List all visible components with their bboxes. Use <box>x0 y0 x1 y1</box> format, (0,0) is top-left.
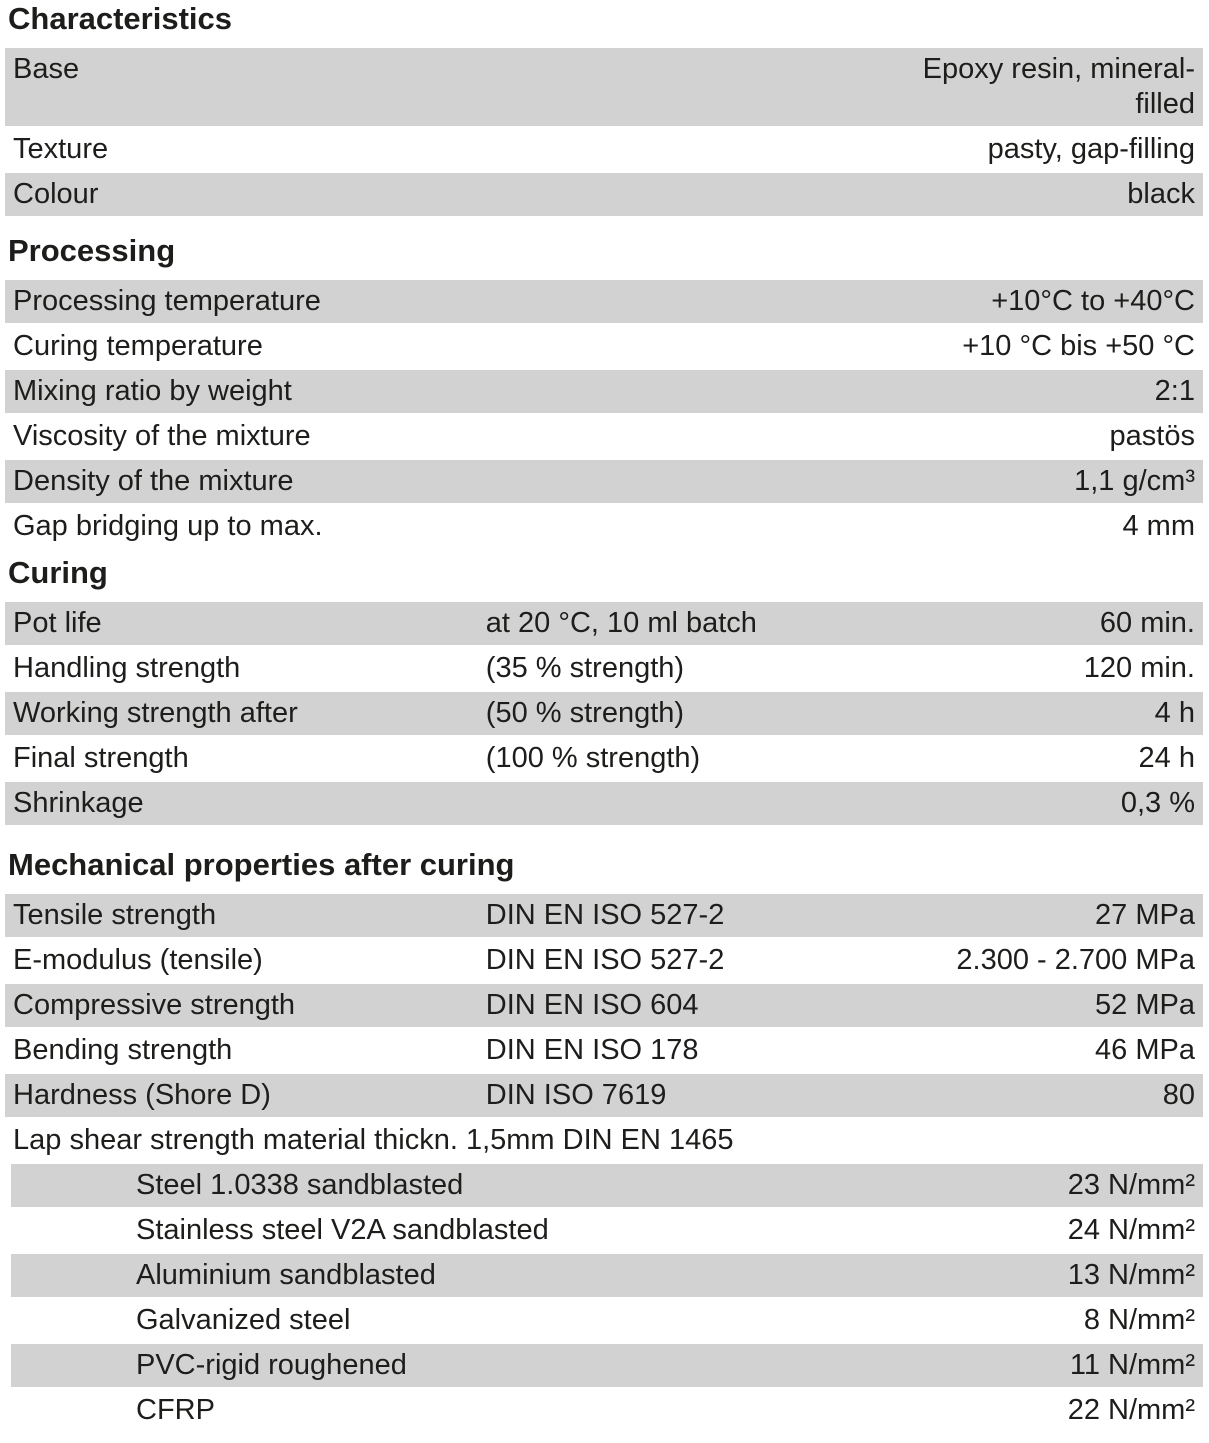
row-label: Bending strength <box>13 1034 233 1066</box>
row-value: +10 °C bis +50 °C <box>962 330 1195 362</box>
row-value: 52 MPa <box>1095 989 1195 1021</box>
table-row: Mixing ratio by weight 2:1 <box>5 370 1203 413</box>
row-label: Aluminium sandblasted <box>136 1259 436 1291</box>
row-value: pasty, gap-filling <box>987 133 1195 165</box>
row-value: 46 MPa <box>1095 1034 1195 1066</box>
row-value: Epoxy resin, mineral-filled <box>922 53 1195 120</box>
table-row: Galvanized steel 8 N/mm² <box>11 1299 1203 1342</box>
row-label: Working strength after <box>13 697 298 729</box>
row-value: 1,1 g/cm³ <box>1074 465 1195 497</box>
row-label: Processing temperature <box>13 285 321 317</box>
table-row: Stainless steel V2A sandblasted 24 N/mm² <box>11 1209 1203 1252</box>
table-row: Processing temperature +10°C to +40°C <box>5 280 1203 323</box>
section-heading: Mechanical properties after curing <box>8 847 515 882</box>
table-row: Gap bridging up to max. 4 mm <box>5 505 1203 548</box>
row-label: PVC-rigid roughened <box>136 1349 407 1381</box>
row-label: Density of the mixture <box>13 465 294 497</box>
row-value: 2:1 <box>1154 375 1195 407</box>
section-heading: Characteristics <box>8 1 233 36</box>
row-value: 60 min. <box>1099 607 1195 639</box>
row-value: black <box>1127 178 1195 210</box>
section-curing: Curing Pot life at 20 °C, 10 ml batch 60… <box>5 556 1203 825</box>
table-row: Steel 1.0338 sandblasted 23 N/mm² <box>11 1164 1203 1207</box>
table-row: Base Epoxy resin, mineral-filled <box>5 48 1203 126</box>
section-heading: Curing <box>8 555 108 590</box>
row-label: Handling strength <box>13 652 241 684</box>
row-value: 80 <box>1162 1079 1195 1111</box>
table-row: Handling strength (35 % strength) 120 mi… <box>5 647 1203 690</box>
row-value: +10°C to +40°C <box>991 285 1195 317</box>
table-row: CFRP 22 N/mm² <box>11 1389 1203 1432</box>
row-label: E-modulus (tensile) <box>13 944 263 976</box>
row-value: 4 mm <box>1122 510 1196 542</box>
table-row: Pot life at 20 °C, 10 ml batch 60 min. <box>5 602 1203 645</box>
row-label: Compressive strength <box>13 989 296 1021</box>
row-value: 4 h <box>1154 697 1195 729</box>
table-row: Aluminium sandblasted 13 N/mm² <box>11 1254 1203 1297</box>
table-row: Colour black <box>5 173 1203 216</box>
section-processing: Processing Processing temperature +10°C … <box>5 234 1203 548</box>
row-standard: DIN ISO 7619 <box>485 1079 667 1111</box>
table-row: Hardness (Shore D) DIN ISO 7619 80 <box>5 1074 1203 1117</box>
row-value: 0,3 % <box>1120 787 1195 819</box>
row-label: CFRP <box>136 1394 215 1426</box>
row-condition: (50 % strength) <box>485 697 685 729</box>
table-row: Density of the mixture 1,1 g/cm³ <box>5 460 1203 503</box>
section-characteristics: Characteristics Base Epoxy resin, minera… <box>5 2 1203 216</box>
row-condition: at 20 °C, 10 ml batch <box>485 607 757 639</box>
table-row: Curing temperature +10 °C bis +50 °C <box>5 325 1203 368</box>
row-label: Galvanized steel <box>136 1304 351 1336</box>
row-label: Final strength <box>13 742 189 774</box>
table-row: Final strength (100 % strength) 24 h <box>5 737 1203 780</box>
row-label: Viscosity of the mixture <box>13 420 311 452</box>
row-label: Pot life <box>13 607 102 639</box>
row-label: Lap shear strength material thickn. 1,5m… <box>13 1124 734 1156</box>
table-row: Tensile strength DIN EN ISO 527-2 27 MPa <box>5 894 1203 937</box>
lap-shear-header-row: Lap shear strength material thickn. 1,5m… <box>5 1119 1203 1162</box>
row-standard: DIN EN ISO 527-2 <box>485 944 725 976</box>
table-row: PVC-rigid roughened 11 N/mm² <box>11 1344 1203 1387</box>
table-row: Working strength after (50 % strength) 4… <box>5 692 1203 735</box>
table-row: Bending strength DIN EN ISO 178 46 MPa <box>5 1029 1203 1072</box>
row-value: pastös <box>1109 420 1195 452</box>
row-value: 2.300 - 2.700 MPa <box>956 944 1195 976</box>
table-row: Viscosity of the mixture pastös <box>5 415 1203 458</box>
row-value: 22 N/mm² <box>1067 1394 1195 1426</box>
row-label: Shrinkage <box>13 787 144 819</box>
section-mechanical-properties: Mechanical properties after curing Tensi… <box>5 848 1203 1432</box>
table-row: Texture pasty, gap-filling <box>5 128 1203 171</box>
row-label: Gap bridging up to max. <box>13 510 323 542</box>
table-row: Compressive strength DIN EN ISO 604 52 M… <box>5 984 1203 1027</box>
row-label: Colour <box>13 178 99 210</box>
row-value: 8 N/mm² <box>1083 1304 1195 1336</box>
row-label: Mixing ratio by weight <box>13 375 292 407</box>
row-standard: DIN EN ISO 527-2 <box>485 899 725 931</box>
row-value: 120 min. <box>1083 652 1195 684</box>
table-row: E-modulus (tensile) DIN EN ISO 527-2 2.3… <box>5 939 1203 982</box>
row-value: 11 N/mm² <box>1069 1349 1195 1381</box>
row-value: 27 MPa <box>1095 899 1195 931</box>
row-standard: DIN EN ISO 178 <box>485 1034 699 1066</box>
row-value: 24 N/mm² <box>1067 1214 1195 1246</box>
section-heading: Processing <box>8 233 176 268</box>
row-condition: (35 % strength) <box>485 652 685 684</box>
row-label: Texture <box>13 133 109 165</box>
row-label: Tensile strength <box>13 899 217 931</box>
row-value: 23 N/mm² <box>1067 1169 1195 1201</box>
row-condition: (100 % strength) <box>485 742 701 774</box>
row-label: Stainless steel V2A sandblasted <box>136 1214 549 1246</box>
row-label: Curing temperature <box>13 330 263 362</box>
row-standard: DIN EN ISO 604 <box>485 989 699 1021</box>
row-label: Hardness (Shore D) <box>13 1079 271 1111</box>
row-label: Base <box>13 53 80 85</box>
row-label: Steel 1.0338 sandblasted <box>136 1169 464 1201</box>
table-row: Shrinkage 0,3 % <box>5 782 1203 825</box>
row-value: 24 h <box>1138 742 1195 774</box>
row-value: 13 N/mm² <box>1067 1259 1195 1291</box>
